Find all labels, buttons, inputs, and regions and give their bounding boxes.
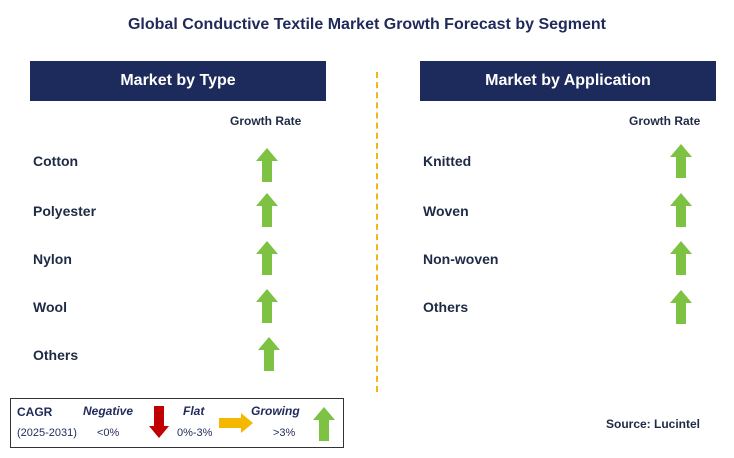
application-row-label: Non-woven (423, 251, 499, 267)
growing-arrow-icon (670, 290, 692, 324)
legend-flat-range: 0%-3% (177, 427, 213, 439)
type-growth-rate-label: Growth Rate (230, 114, 302, 128)
negative-arrow-icon (149, 406, 169, 438)
legend-flat-label: Flat (183, 404, 205, 418)
cagr-legend: CAGR (2025-2031) Negative <0% Flat 0%-3%… (10, 398, 344, 448)
application-row-label: Woven (423, 203, 469, 219)
growing-arrow-icon (313, 407, 335, 441)
growing-arrow-icon (670, 144, 692, 178)
growing-arrow-icon (256, 241, 278, 275)
type-row-label: Cotton (33, 153, 79, 169)
growing-arrow-icon (258, 337, 280, 371)
panel-divider (376, 72, 378, 392)
legend-negative-label: Negative (83, 404, 134, 418)
application-growth-rate-label: Growth Rate (629, 114, 701, 128)
type-row-label: Wool (33, 299, 67, 315)
legend-growing-label: Growing (251, 404, 300, 418)
market-by-application-header-label: Market by Application (485, 72, 651, 89)
type-row-label: Nylon (33, 251, 72, 267)
market-by-type-header-label: Market by Type (120, 72, 236, 89)
source-label: Source: Lucintel (606, 417, 701, 431)
growing-arrow-icon (256, 193, 278, 227)
legend-cagr-label: CAGR (17, 405, 53, 419)
legend-period: (2025-2031) (17, 427, 77, 439)
application-row-label: Knitted (423, 153, 472, 169)
growing-arrow-icon (256, 289, 278, 323)
legend-negative-range: <0% (97, 427, 120, 439)
application-row-label: Others (423, 299, 469, 315)
growing-arrow-icon (256, 148, 278, 182)
growing-arrow-icon (670, 241, 692, 275)
market-by-type-header: Market by Type (30, 61, 326, 101)
type-row-label: Polyester (33, 203, 97, 219)
type-row-label: Others (33, 347, 79, 363)
chart-title: Global Conductive Textile Market Growth … (127, 16, 607, 33)
growing-arrow-icon (670, 193, 692, 227)
market-by-application-header: Market by Application (420, 61, 716, 101)
flat-arrow-icon (219, 413, 253, 433)
legend-growing-range: >3% (273, 427, 296, 439)
